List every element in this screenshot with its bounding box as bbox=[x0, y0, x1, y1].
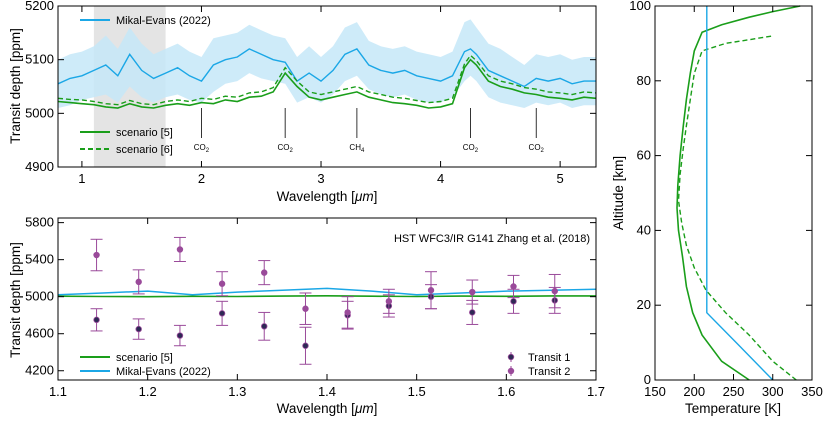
bottom-xtick-label: 1.1 bbox=[49, 384, 67, 399]
bottom-ytick-label: 5400 bbox=[25, 252, 54, 267]
transit2-point bbox=[427, 287, 435, 294]
transit2-point bbox=[218, 280, 226, 287]
top-plot-area bbox=[57, 19, 597, 109]
right-ytick-label: 0 bbox=[644, 372, 651, 387]
transit1-point bbox=[261, 323, 268, 330]
transit1-point bbox=[218, 310, 226, 317]
top-ytick-label: 4900 bbox=[25, 159, 54, 174]
profile-obs bbox=[706, 6, 774, 381]
top-xtick-label: 1 bbox=[78, 171, 85, 186]
top-frame bbox=[57, 5, 597, 168]
transit2-point bbox=[302, 305, 309, 312]
top-xtick-label: 3 bbox=[317, 171, 324, 186]
right-ytick-label: 40 bbox=[637, 222, 651, 237]
transit2-point bbox=[551, 287, 558, 295]
right-ytick-label: 80 bbox=[637, 73, 651, 88]
bottom-xtick-label: 1.2 bbox=[139, 384, 157, 399]
right-xtick-label: 150 bbox=[644, 384, 666, 399]
bottom-legend-right bbox=[507, 352, 515, 376]
right-plot-area bbox=[676, 5, 801, 381]
right-ylabel: Altitude [km] bbox=[611, 156, 626, 230]
legend-transit-marker bbox=[507, 353, 515, 361]
transit1-point bbox=[469, 309, 476, 316]
transit2-point bbox=[510, 283, 517, 290]
bottom-ytick-label: 4600 bbox=[25, 326, 54, 341]
right-ytick-label: 60 bbox=[637, 148, 651, 163]
transit2-point bbox=[344, 309, 351, 316]
legend-transit-marker bbox=[507, 367, 515, 375]
top-ylabel: Transit depth [ppm] bbox=[8, 28, 23, 144]
profile-scenario6 bbox=[677, 35, 797, 381]
bottom-panel: 1.1 1.2 1.3 1.4 1.5 1.6 1.7 4200 4600 5000 5400 580… bbox=[8, 215, 605, 416]
obs-series-line bbox=[57, 48, 596, 88]
top-ytick-label: 5200 bbox=[25, 0, 54, 13]
bottom-legend-obs-label: Mikal-Evans (2022) bbox=[116, 366, 211, 378]
transit2-point bbox=[135, 278, 142, 286]
legend-transit2-label: Transit 2 bbox=[528, 366, 570, 378]
legend-s6-label: scenario [6] bbox=[116, 144, 173, 156]
bottom-obs-line bbox=[57, 287, 597, 296]
legend-transit1-label: Transit 1 bbox=[528, 352, 570, 364]
transit1-point bbox=[135, 325, 142, 333]
top-xtick-label: 4 bbox=[437, 171, 444, 186]
annotation-label: CH4 bbox=[349, 143, 365, 154]
right-ytick-label: 100 bbox=[629, 0, 651, 13]
transit2-point bbox=[176, 246, 184, 253]
profile-scenario5 bbox=[676, 5, 801, 381]
top-xtick-label: 5 bbox=[557, 171, 564, 186]
top-ytick-label: 5000 bbox=[25, 105, 54, 120]
top-ytick-label: 5100 bbox=[25, 52, 54, 67]
annotation-label: CO2 bbox=[277, 143, 293, 154]
bottom-xtick-label: 1.6 bbox=[497, 384, 515, 399]
right-ytick-label: 20 bbox=[637, 297, 651, 312]
bottom-ytick-label: 5000 bbox=[25, 289, 54, 304]
bottom-scenario5-line bbox=[57, 294, 596, 298]
top-panel: 1 2 3 4 5 4900 5000 5100 5200 CO2 CO2 CH4 CO2 CO2 Tr… bbox=[8, 0, 597, 204]
transit2-point bbox=[93, 251, 100, 259]
top-xtick-label: 2 bbox=[198, 171, 205, 186]
transit1-point bbox=[176, 332, 184, 339]
bottom-xtick-label: 1.7 bbox=[587, 384, 605, 399]
right-frame bbox=[654, 5, 813, 381]
bottom-xtick-label: 1.4 bbox=[318, 384, 336, 399]
legend-obs-label: Mikal-Evans (2022) bbox=[116, 15, 211, 27]
top-annotations: CO2 CO2 CH4 CO2 CO2 bbox=[194, 108, 545, 154]
bottom-legend-s5-label: scenario [5] bbox=[116, 352, 173, 364]
bottom-xtick-label: 1.5 bbox=[408, 384, 426, 399]
right-xtick-label: 250 bbox=[723, 384, 745, 399]
bottom-plot-area bbox=[57, 236, 597, 365]
right-ticks: 150 200 250 300 350 0 20 40 60 80 100 bbox=[629, 0, 823, 399]
transit1-point bbox=[510, 298, 517, 305]
transit2-point bbox=[261, 269, 268, 276]
scenario5-series-line bbox=[57, 58, 597, 109]
transit2-point bbox=[385, 298, 393, 305]
bottom-ylabel: Transit depth [ppm] bbox=[8, 242, 23, 358]
right-xtick-label: 350 bbox=[801, 384, 823, 399]
annotation-label: CO2 bbox=[194, 143, 210, 154]
transit2-point bbox=[469, 288, 476, 296]
top-xlabel: Wavelength [μm] bbox=[277, 189, 378, 204]
bottom-annotation: HST WFC3/IR G141 Zhang et al. (2018) bbox=[394, 233, 590, 245]
annotation-label: CO2 bbox=[463, 143, 479, 154]
bottom-ytick-label: 4200 bbox=[25, 363, 54, 378]
bottom-xtick-label: 1.3 bbox=[228, 384, 246, 399]
right-xtick-label: 200 bbox=[683, 384, 705, 399]
bottom-xlabel: Wavelength [μm] bbox=[277, 401, 378, 416]
annotation-label: CO2 bbox=[529, 143, 545, 154]
scenario6-series-line bbox=[57, 54, 597, 106]
obs-uncertainty-band bbox=[58, 19, 596, 108]
right-xlabel: Temperature [K] bbox=[685, 401, 781, 416]
bottom-ytick-label: 5800 bbox=[25, 215, 54, 230]
legend-s5-label: scenario [5] bbox=[116, 127, 173, 139]
transit1-point bbox=[302, 342, 309, 349]
transit1-point bbox=[93, 316, 100, 324]
bottom-ticks: 1.1 1.2 1.3 1.4 1.5 1.6 1.7 4200 4600 5000 5400 580… bbox=[25, 215, 605, 399]
right-xtick-label: 300 bbox=[762, 384, 784, 399]
top-ticks: 1 2 3 4 5 4900 5000 5100 5200 bbox=[25, 0, 596, 186]
right-panel: 150 200 250 300 350 0 20 40 60 80 100 Altitude [km… bbox=[611, 0, 823, 416]
